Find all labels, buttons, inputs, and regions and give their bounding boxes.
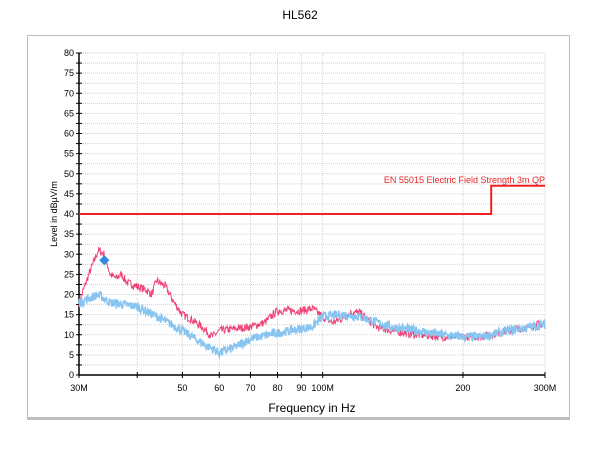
y-tick-label: 45 <box>64 189 74 199</box>
x-tick-label: 70 <box>245 383 255 393</box>
chart-frame <box>27 35 570 420</box>
series-line <box>78 290 546 360</box>
y-tick-label: 80 <box>64 48 74 58</box>
y-tick-label: 40 <box>64 209 74 219</box>
y-tick-label: 35 <box>64 229 74 239</box>
limit-line-label: EN 55015 Electric Field Strength 3m QP <box>384 175 545 185</box>
y-tick-label: 55 <box>64 149 74 159</box>
y-tick-label: 5 <box>69 350 74 360</box>
y-tick-label: 15 <box>64 310 74 320</box>
marker-diamond <box>99 255 110 266</box>
limit-line <box>79 184 545 215</box>
x-axis-label: Frequency in Hz <box>268 401 355 415</box>
y-tick-label: 25 <box>64 269 74 279</box>
axes: 0 5 10 15 20 25 30 35 40 45 50 55 60 65 70 75 80 30M 50 60 7… <box>64 48 556 393</box>
y-tick-label: 60 <box>64 129 74 139</box>
y-tick-label: 65 <box>64 108 74 118</box>
x-tick-label: 60 <box>214 383 224 393</box>
y-tick-label: 30 <box>64 249 74 259</box>
y-tick-label: 50 <box>64 169 74 179</box>
x-tick-label: 30M <box>70 383 88 393</box>
y-axis-label: Level in dBµV/m <box>49 181 59 247</box>
y-tick-label: 20 <box>64 290 74 300</box>
x-tick-label: 300M <box>534 383 557 393</box>
x-tick-label: 80 <box>272 383 282 393</box>
y-tick-label: 0 <box>69 370 74 380</box>
y-tick-label: 10 <box>64 330 74 340</box>
series <box>78 184 546 360</box>
y-tick-label: 70 <box>64 88 74 98</box>
x-tick-label: 100M <box>311 383 334 393</box>
chart-title: HL562 <box>282 8 318 22</box>
series-line <box>78 246 546 343</box>
y-tick-label: 75 <box>64 68 74 78</box>
x-tick-label: 200 <box>455 383 470 393</box>
x-tick-label: 90 <box>296 383 306 393</box>
x-tick-label: 50 <box>177 383 187 393</box>
